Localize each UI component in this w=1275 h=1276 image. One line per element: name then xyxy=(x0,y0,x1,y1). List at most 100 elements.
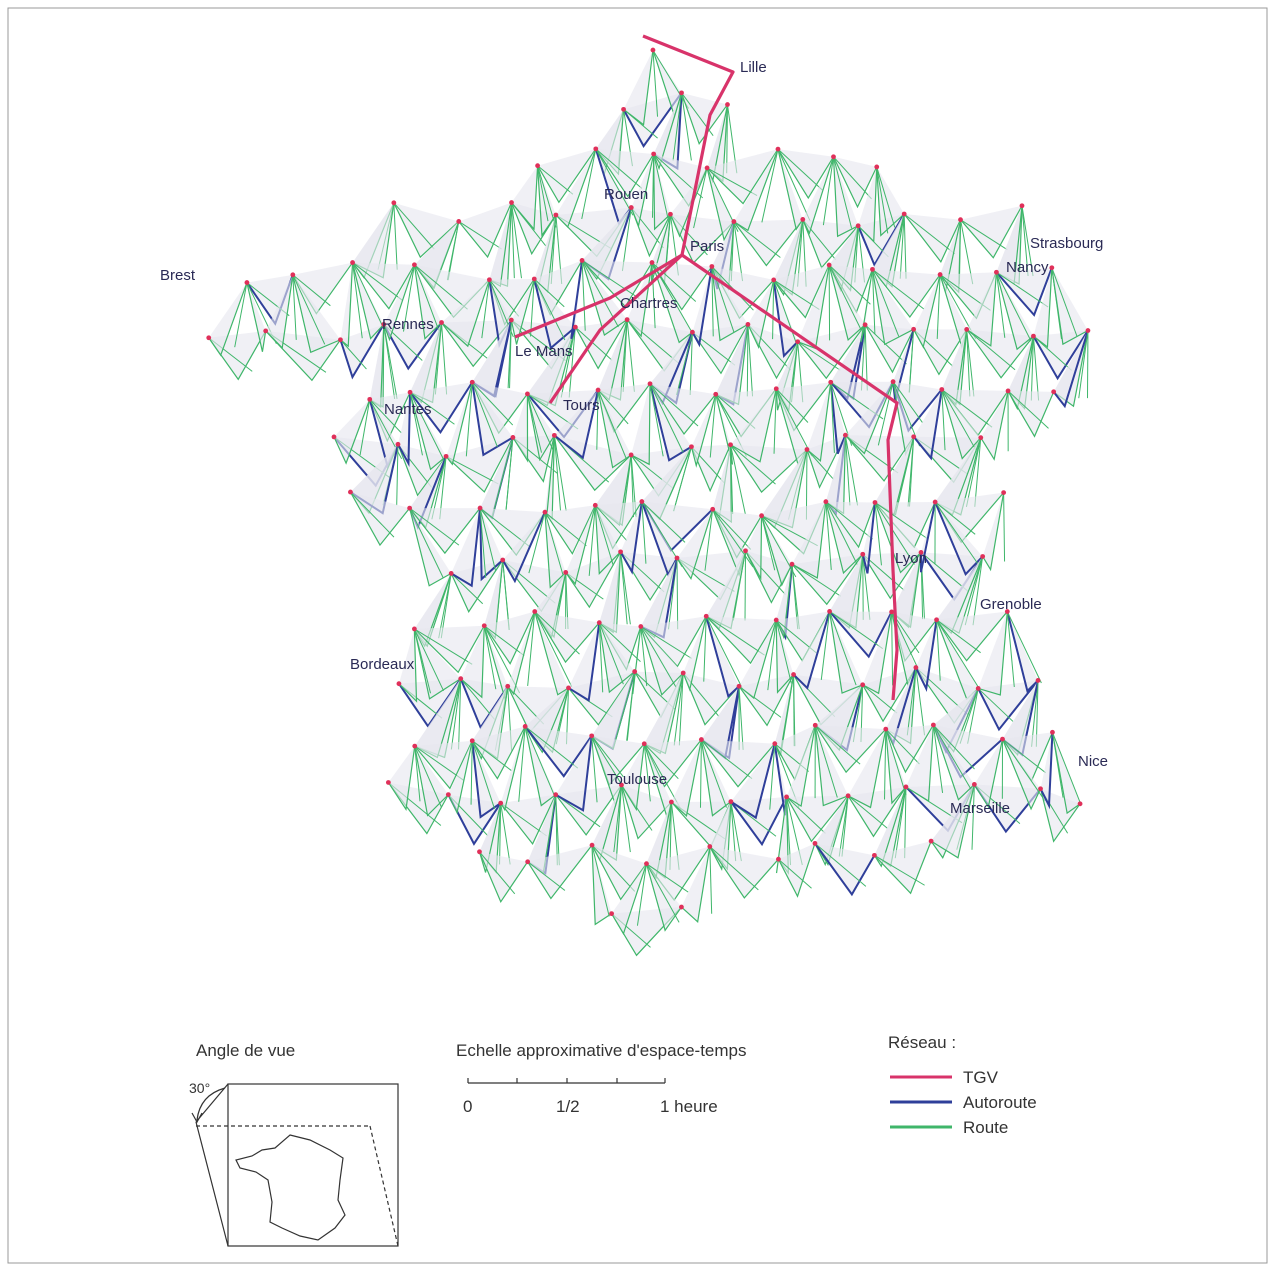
town-node xyxy=(675,556,680,561)
town-node xyxy=(498,801,503,806)
town-node xyxy=(500,558,505,563)
town-node xyxy=(863,322,868,327)
town-node xyxy=(573,325,578,330)
town-node xyxy=(1000,737,1005,742)
town-node xyxy=(791,672,796,677)
town-node xyxy=(589,733,594,738)
town-node xyxy=(206,335,211,340)
town-node xyxy=(689,444,694,449)
city-label: Marseille xyxy=(950,800,1010,817)
town-node xyxy=(523,724,528,729)
town-node xyxy=(1031,334,1036,339)
town-node xyxy=(1050,730,1055,735)
town-node xyxy=(1020,203,1025,208)
town-node xyxy=(823,499,828,504)
town-node xyxy=(525,392,530,397)
town-node xyxy=(813,723,818,728)
town-node xyxy=(964,327,969,332)
town-node xyxy=(446,792,451,797)
town-node xyxy=(350,260,355,265)
town-node xyxy=(828,380,833,385)
town-node xyxy=(596,388,601,393)
view-angle-title: Angle de vue xyxy=(196,1041,295,1060)
town-node xyxy=(795,339,800,344)
town-node xyxy=(933,500,938,505)
town-node xyxy=(642,741,647,746)
legend-label: Route xyxy=(963,1118,1008,1137)
town-node xyxy=(710,507,715,512)
town-node xyxy=(902,212,907,217)
town-node xyxy=(412,262,417,267)
town-node xyxy=(728,799,733,804)
city-label: Rouen xyxy=(604,186,648,203)
town-node xyxy=(856,223,861,228)
city-label: Bordeaux xyxy=(350,656,415,673)
town-node xyxy=(776,857,781,862)
town-node xyxy=(958,217,963,222)
town-node xyxy=(407,506,412,511)
town-node xyxy=(439,320,444,325)
town-node xyxy=(827,609,832,614)
town-node xyxy=(621,107,626,112)
city-label: Brest xyxy=(160,267,196,284)
town-node xyxy=(704,614,709,619)
town-node xyxy=(290,272,295,277)
town-node xyxy=(860,682,865,687)
town-node xyxy=(597,620,602,625)
road xyxy=(745,551,746,621)
town-node xyxy=(883,727,888,732)
city-label: Rennes xyxy=(382,316,434,333)
town-node xyxy=(790,562,795,567)
town-node xyxy=(1051,389,1056,394)
town-node xyxy=(911,327,916,332)
town-node xyxy=(482,623,487,628)
town-node xyxy=(873,500,878,505)
town-node xyxy=(1049,265,1054,270)
town-node xyxy=(629,205,634,210)
town-node xyxy=(929,839,934,844)
town-node xyxy=(332,435,337,440)
town-node xyxy=(609,911,614,916)
town-node xyxy=(978,435,983,440)
town-node xyxy=(827,263,832,268)
scale-title: Echelle approximative d'espace-temps xyxy=(456,1041,747,1060)
town-node xyxy=(644,861,649,866)
town-node xyxy=(338,337,343,342)
road xyxy=(677,558,678,629)
town-node xyxy=(784,795,789,800)
town-node xyxy=(776,147,781,152)
legend-label: Autoroute xyxy=(963,1093,1037,1112)
town-node xyxy=(478,506,483,511)
town-node xyxy=(397,681,402,686)
town-node xyxy=(939,387,944,392)
town-node xyxy=(487,277,492,282)
town-node xyxy=(774,386,779,391)
town-node xyxy=(511,435,516,440)
city-label: Lille xyxy=(740,59,767,76)
road xyxy=(747,324,748,396)
scale-label: 0 xyxy=(463,1097,472,1116)
town-node xyxy=(593,503,598,508)
town-node xyxy=(709,264,714,269)
town-node xyxy=(245,280,250,285)
town-node xyxy=(396,442,401,447)
town-node xyxy=(938,272,943,277)
town-node xyxy=(914,665,919,670)
city-label: Paris xyxy=(690,238,724,255)
town-node xyxy=(679,905,684,910)
city-label: Toulouse xyxy=(607,771,667,788)
city-label: Nantes xyxy=(384,401,432,418)
town-node xyxy=(699,737,704,742)
town-node xyxy=(870,267,875,272)
town-node xyxy=(625,317,630,322)
town-node xyxy=(860,552,865,557)
town-node xyxy=(972,782,977,787)
town-node xyxy=(554,213,559,218)
town-node xyxy=(543,510,548,515)
town-node xyxy=(707,844,712,849)
town-node xyxy=(505,684,510,689)
town-node xyxy=(535,163,540,168)
town-node xyxy=(580,258,585,263)
town-node xyxy=(525,859,530,864)
